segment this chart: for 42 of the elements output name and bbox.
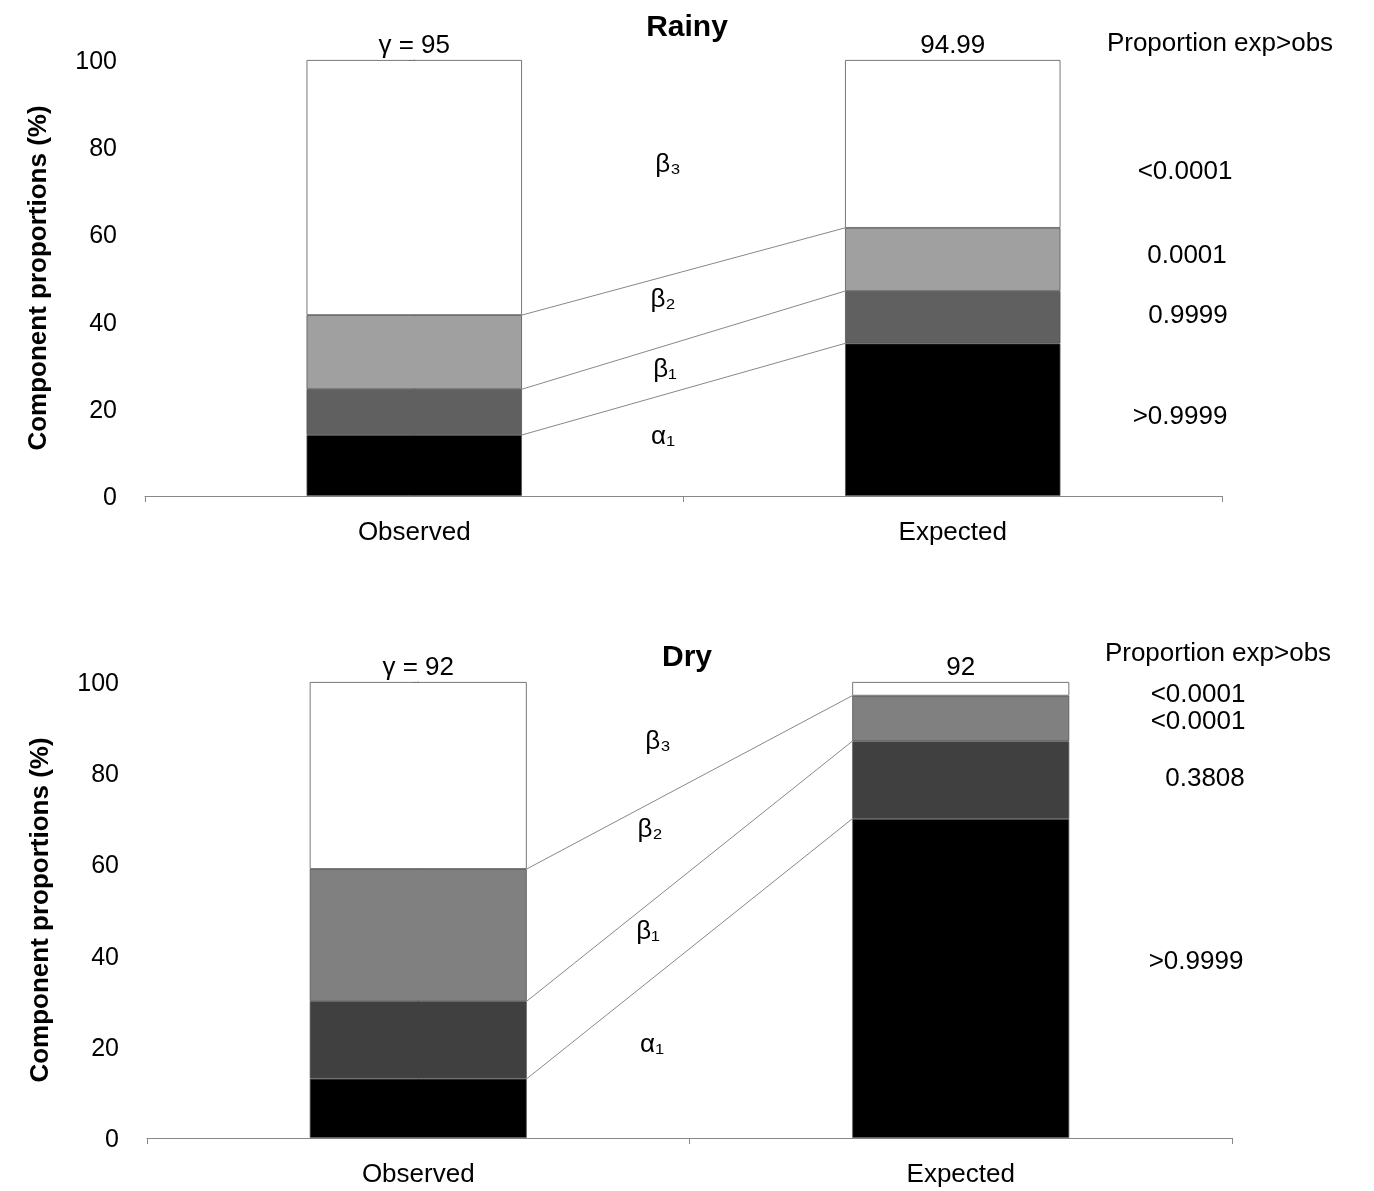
annotation: β₂: [637, 813, 663, 843]
x-tick-label: Expected: [898, 516, 1007, 546]
y-tick-label: 60: [91, 850, 119, 879]
y-tick-label: 40: [89, 307, 117, 336]
annotation: 0.9999: [1148, 299, 1228, 329]
y-tick-label: 0: [103, 482, 117, 510]
y-axis-title: Component proportions (%): [22, 105, 52, 451]
x-tick-label: Observed: [361, 1158, 475, 1188]
chart-title: Dry: [661, 638, 713, 672]
y-tick-label: 100: [75, 46, 117, 74]
y-tick-label: 20: [91, 1032, 119, 1061]
annotation: β₁: [636, 915, 661, 945]
annotation: α₁: [640, 1028, 665, 1058]
x-tick-label: Observed: [357, 516, 471, 546]
annotation: β₁: [653, 353, 678, 383]
annotation: <0.0001: [1137, 155, 1233, 185]
y-tick-label: 20: [89, 394, 117, 423]
annotation: 0.0001: [1147, 239, 1227, 269]
annotation: γ = 92: [382, 651, 455, 681]
text: Proportion exp>obs: [1104, 637, 1332, 667]
y-tick-label: 80: [91, 759, 119, 788]
annotation: β₃: [645, 725, 671, 755]
annotation: >0.9999: [1132, 400, 1228, 430]
x-tick-label: Expected: [906, 1158, 1015, 1188]
annotation: <0.0001: [1150, 678, 1246, 708]
annotation: 0.3808: [1165, 762, 1245, 792]
chart-title: Rainy: [646, 8, 729, 42]
y-tick-label: 0: [105, 1124, 119, 1152]
annotation: >0.9999: [1148, 945, 1244, 975]
annotation: α₁: [651, 420, 676, 450]
annotation: β₃: [655, 148, 681, 178]
annotation: <0.0001: [1150, 705, 1246, 735]
text: Proportion exp>obs: [1106, 27, 1334, 57]
y-tick-label: 100: [77, 668, 119, 696]
annotation: γ = 95: [378, 29, 451, 59]
y-tick-label: 60: [89, 220, 117, 249]
y-axis-title: Component proportions (%): [24, 737, 54, 1083]
annotation: 94.99: [920, 29, 986, 59]
annotation: β₂: [650, 283, 676, 313]
annotation: 92: [946, 651, 976, 681]
y-tick-label: 40: [91, 941, 119, 970]
y-tick-label: 80: [89, 133, 117, 162]
